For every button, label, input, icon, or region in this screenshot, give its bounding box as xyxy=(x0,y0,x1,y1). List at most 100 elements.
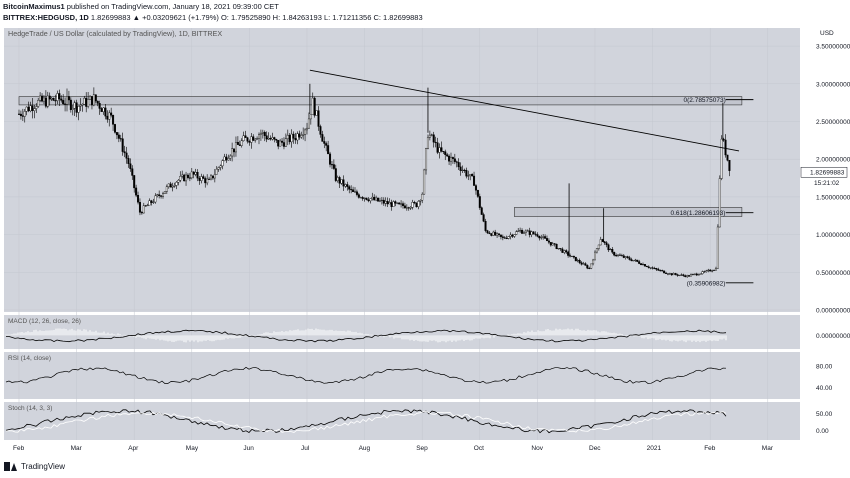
candle xyxy=(361,197,364,199)
indicator-label: MACD (12, 26, close, 26) xyxy=(8,318,81,325)
candle xyxy=(238,144,241,146)
candle xyxy=(388,202,391,205)
candle xyxy=(640,263,643,266)
candle xyxy=(135,187,138,196)
candle xyxy=(365,197,368,200)
y-tick-label: 1.00000000 xyxy=(816,232,850,239)
candle xyxy=(394,201,397,204)
candle xyxy=(223,156,226,161)
candle xyxy=(714,268,717,271)
candle xyxy=(334,168,337,181)
candle xyxy=(453,158,456,162)
candle xyxy=(158,194,161,196)
x-tick-label: Sep xyxy=(416,445,428,452)
candle xyxy=(275,139,278,141)
candle xyxy=(699,273,702,275)
resistance-zone xyxy=(514,207,743,217)
candle xyxy=(651,267,654,269)
candle xyxy=(169,183,172,188)
candle xyxy=(519,230,522,232)
candle xyxy=(405,207,408,209)
candle xyxy=(649,267,652,269)
candle xyxy=(578,259,581,263)
candle xyxy=(173,185,176,187)
candle xyxy=(574,256,577,262)
candle xyxy=(705,270,708,272)
candle xyxy=(77,106,80,113)
candle xyxy=(603,241,606,243)
candle xyxy=(131,168,134,176)
candle xyxy=(296,133,299,141)
candle xyxy=(215,168,218,175)
candle xyxy=(632,260,635,262)
x-tick-label: Jul xyxy=(301,445,310,452)
candle xyxy=(444,151,447,155)
candle xyxy=(125,152,128,159)
candle xyxy=(701,271,704,274)
candle xyxy=(624,256,627,258)
candle xyxy=(521,230,524,234)
tradingview-logo[interactable]: TradingView xyxy=(4,462,65,471)
candle xyxy=(142,205,145,214)
candle xyxy=(329,153,332,165)
fib-level-label: (0.35906982) xyxy=(687,280,726,287)
candle xyxy=(248,141,251,143)
candle xyxy=(269,138,272,140)
candle xyxy=(321,134,324,142)
candle xyxy=(455,161,458,163)
candle xyxy=(432,134,435,143)
price-chart[interactable]: 0(2.78575073) 0.618(1.28606193) (0.3590698… xyxy=(0,26,850,458)
price-axis-area xyxy=(800,28,850,440)
fib-level-label: 0.618(1.28606193) xyxy=(671,210,726,217)
candle xyxy=(254,138,257,141)
candle xyxy=(626,256,629,258)
candle xyxy=(419,200,422,202)
candle xyxy=(342,179,345,187)
candle xyxy=(430,134,433,136)
publish-info: published on TradingView.com, January 18… xyxy=(64,2,279,11)
y-tick-label: 3.50000000 xyxy=(816,44,850,51)
candle xyxy=(79,105,82,107)
candle xyxy=(622,255,625,258)
x-tick-label: Dec xyxy=(589,445,601,452)
candle xyxy=(524,230,527,234)
candle xyxy=(517,230,520,232)
symbol-name[interactable]: BITTREX:HEDGUSD, 1D xyxy=(3,13,89,22)
candle xyxy=(572,255,575,258)
candle xyxy=(590,263,593,269)
x-tick-label: Aug xyxy=(359,445,371,452)
candle xyxy=(540,237,543,239)
candle xyxy=(569,255,572,257)
candle xyxy=(636,259,639,262)
candle xyxy=(620,255,623,257)
candle xyxy=(659,270,662,272)
candle xyxy=(599,239,602,246)
candle xyxy=(684,275,687,278)
candle xyxy=(688,275,691,277)
candle xyxy=(121,138,124,152)
tradingview-logo-icon xyxy=(4,462,18,471)
candle xyxy=(217,167,220,170)
candle xyxy=(146,204,149,207)
candle xyxy=(161,193,164,197)
candle xyxy=(555,243,558,249)
candle xyxy=(200,176,203,181)
candle xyxy=(645,266,648,268)
candle xyxy=(595,248,598,253)
candle xyxy=(96,100,99,104)
candle xyxy=(400,203,403,205)
candle xyxy=(104,107,107,117)
candle xyxy=(686,275,689,278)
candle xyxy=(75,102,78,113)
author-name[interactable]: BitcoinMaximus1 xyxy=(3,2,65,11)
candle xyxy=(670,273,673,276)
candle xyxy=(476,190,479,197)
x-tick-label: 2021 xyxy=(647,445,662,452)
candle xyxy=(563,250,566,253)
candle xyxy=(557,248,560,250)
y-tick-label: 3.00000000 xyxy=(816,81,850,88)
candle xyxy=(271,137,274,140)
candle xyxy=(259,133,262,135)
candle xyxy=(526,230,529,232)
candle xyxy=(213,174,216,179)
